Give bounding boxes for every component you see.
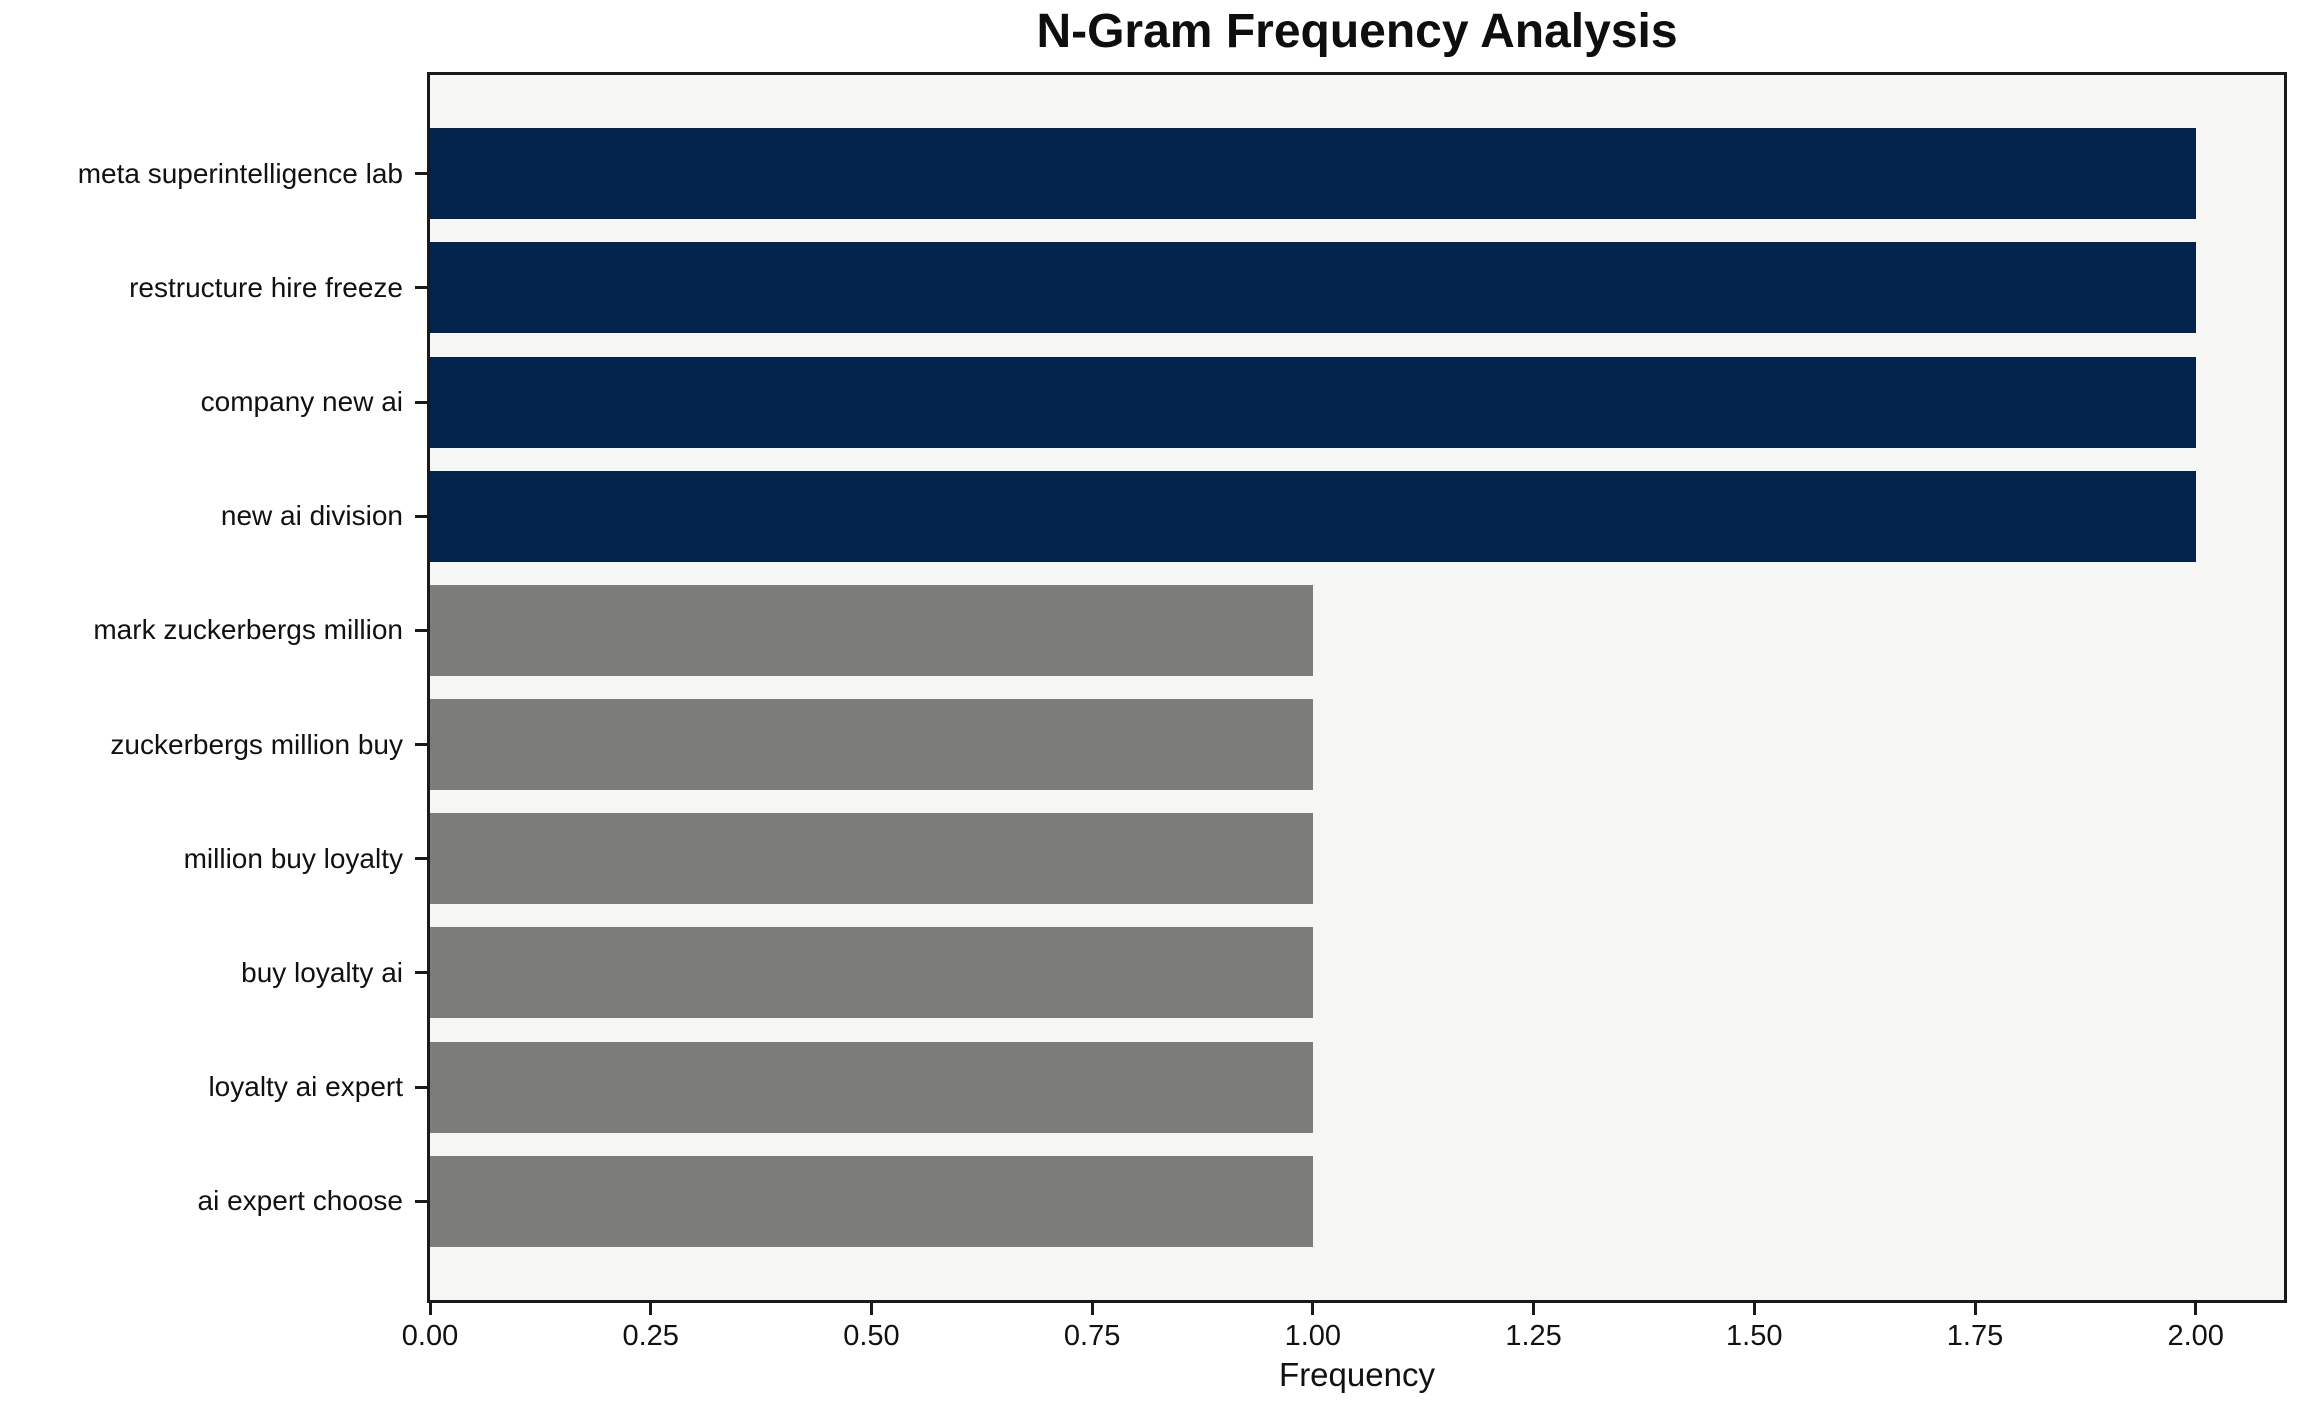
y-tick-mark bbox=[415, 172, 427, 176]
x-axis-label: Frequency bbox=[1279, 1356, 1435, 1393]
x-tick-mark bbox=[2194, 1303, 2198, 1315]
y-tick-mark bbox=[415, 286, 427, 290]
y-tick-mark bbox=[415, 628, 427, 632]
chart-title: N-Gram Frequency Analysis bbox=[1036, 5, 1678, 58]
y-tick-mark bbox=[415, 857, 427, 861]
x-tick-mark bbox=[649, 1303, 653, 1315]
y-tick-label: company new ai bbox=[200, 386, 403, 418]
y-tick-label: mark zuckerbergs million bbox=[93, 614, 403, 646]
chart-bar bbox=[430, 128, 2196, 220]
x-tick-mark bbox=[869, 1303, 873, 1315]
plot-area bbox=[427, 72, 2287, 1303]
y-tick-label: million buy loyalty bbox=[183, 842, 403, 874]
x-tick-label: 1.75 bbox=[1946, 1320, 2004, 1352]
x-tick-mark bbox=[1090, 1303, 1094, 1315]
chart-bar bbox=[430, 584, 1313, 676]
x-tick-label: 0.00 bbox=[401, 1320, 459, 1352]
y-tick-mark bbox=[415, 400, 427, 404]
x-tick-label: 2.00 bbox=[2167, 1320, 2224, 1352]
y-tick-mark bbox=[415, 514, 427, 518]
y-tick-label: restructure hire freeze bbox=[129, 271, 403, 303]
y-tick-label: zuckerbergs million buy bbox=[110, 728, 403, 760]
chart-bar bbox=[430, 356, 2196, 448]
chart-bar bbox=[430, 470, 2196, 562]
y-tick-label: meta superintelligence lab bbox=[77, 157, 403, 189]
x-tick-label: 1.25 bbox=[1505, 1320, 1562, 1352]
y-tick-label: new ai division bbox=[220, 500, 403, 532]
y-tick-mark bbox=[415, 1199, 427, 1203]
chart-bar bbox=[430, 1155, 1313, 1247]
x-tick-label: 1.50 bbox=[1726, 1320, 1783, 1352]
chart-bar bbox=[430, 699, 1313, 791]
y-tick-label: loyalty ai expert bbox=[208, 1071, 403, 1103]
y-tick-mark bbox=[415, 1085, 427, 1089]
x-tick-mark bbox=[1973, 1303, 1977, 1315]
y-tick-mark bbox=[415, 743, 427, 747]
chart-bar bbox=[430, 813, 1313, 905]
y-tick-mark bbox=[415, 971, 427, 975]
x-tick-mark bbox=[1311, 1303, 1315, 1315]
y-tick-label: ai expert choose bbox=[197, 1185, 403, 1217]
y-tick-label: buy loyalty ai bbox=[241, 956, 403, 988]
x-tick-label: 0.75 bbox=[1063, 1320, 1121, 1352]
x-tick-mark bbox=[1752, 1303, 1756, 1315]
chart-bar bbox=[430, 927, 1313, 1019]
x-tick-mark bbox=[1532, 1303, 1536, 1315]
x-tick-label: 0.25 bbox=[622, 1320, 679, 1352]
x-tick-label: 0.50 bbox=[843, 1320, 900, 1352]
x-tick-label: 1.00 bbox=[1284, 1320, 1342, 1352]
chart-bar bbox=[430, 1041, 1313, 1133]
x-tick-mark bbox=[428, 1303, 432, 1315]
chart-bar bbox=[430, 242, 2196, 334]
